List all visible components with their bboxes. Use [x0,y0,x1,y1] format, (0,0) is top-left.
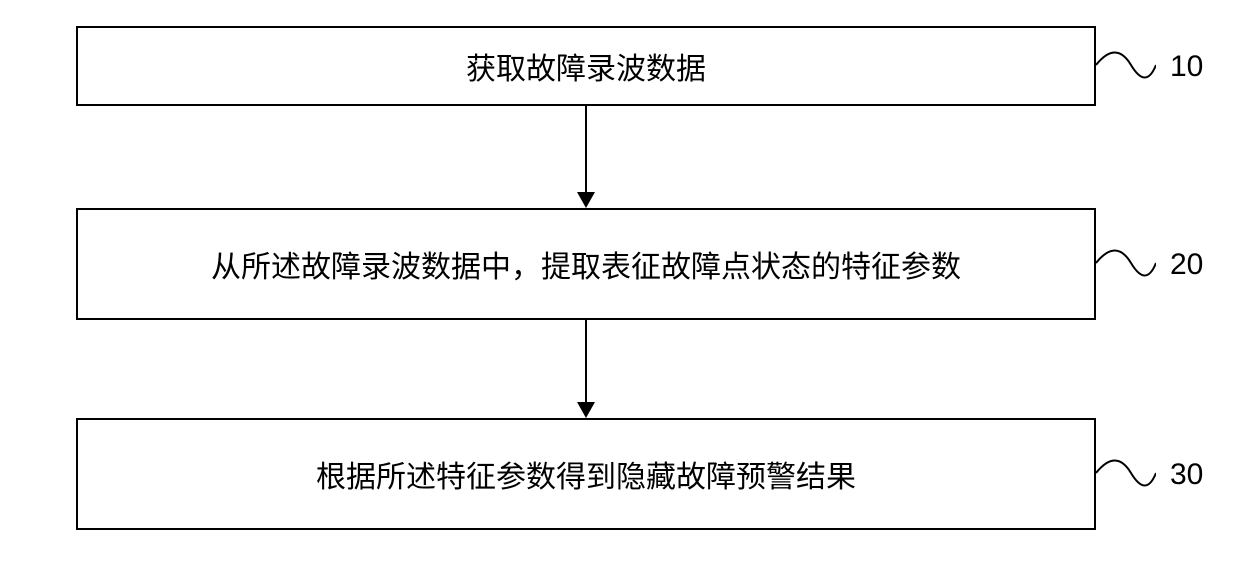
flow-node-1: 获取故障录波数据 [76,26,1096,106]
flow-node-3: 根据所述特征参数得到隐藏故障预警结果 [76,418,1096,530]
flow-node-3-label: 根据所述特征参数得到隐藏故障预警结果 [316,452,856,496]
step-number-3: 30 [1170,458,1203,492]
step-number-1: 10 [1170,50,1203,84]
arrow-1-line [585,106,587,192]
step-connector-3 [1096,448,1156,498]
arrow-1-head [577,192,595,208]
step-connector-1 [1096,40,1156,90]
step-number-2: 20 [1170,248,1203,282]
flow-node-2: 从所述故障录波数据中，提取表征故障点状态的特征参数 [76,208,1096,320]
flow-node-1-label: 获取故障录波数据 [466,44,706,88]
flow-node-2-label: 从所述故障录波数据中，提取表征故障点状态的特征参数 [211,242,961,286]
arrow-2-line [585,320,587,402]
flowchart-container: 获取故障录波数据 10 从所述故障录波数据中，提取表征故障点状态的特征参数 20… [0,0,1240,566]
step-connector-2 [1096,238,1156,288]
arrow-2-head [577,402,595,418]
